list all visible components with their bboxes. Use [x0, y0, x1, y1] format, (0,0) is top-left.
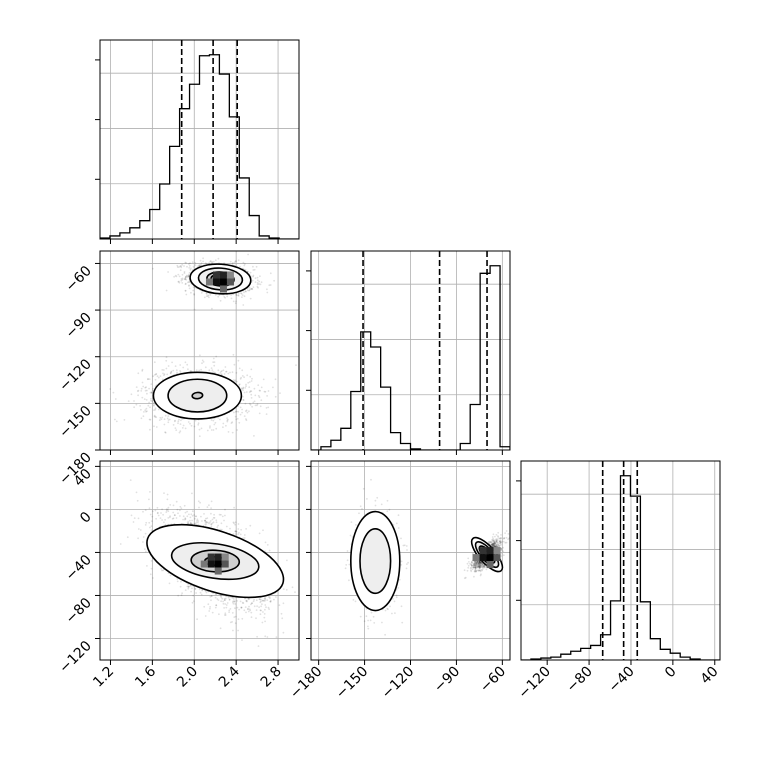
ytick-label-row2-2: −40: [63, 552, 95, 584]
ytick-label-row1-0: −60: [63, 263, 95, 295]
ytick-label-row2-1: 0: [77, 509, 95, 527]
xtick-label-col2-2: −40: [606, 664, 638, 696]
xtick-label-col0-2: 2.0: [174, 664, 201, 691]
scatter-p0-p1-mode-1-contour-1: [167, 378, 228, 413]
hist-p2-histogram-line: [521, 475, 720, 660]
hist-p2-bin-9: [611, 601, 621, 660]
scatter-p1-p2-panel: [306, 460, 511, 665]
hist-p1-bin-5: [361, 332, 371, 450]
scatter-p1-p2-mode-0-contour-1: [359, 527, 392, 595]
xtick-label-col0-1: 1.6: [132, 663, 159, 690]
hist-p0-bin-7: [170, 146, 180, 239]
hist-p0-panel: [95, 39, 300, 244]
ytick-label-row1-2: −120: [56, 356, 95, 395]
scatter-p0-p1-panel: [95, 250, 300, 455]
scatter-p0-p2-mode-0-contour-2: [190, 549, 241, 573]
ytick-label-row2-3: −80: [63, 595, 95, 627]
hist-p1-bin-4: [351, 391, 361, 450]
hist-p1-bin-3: [341, 428, 351, 450]
hist-p0-bin-6: [160, 184, 170, 239]
hist-p0-bin-11: [209, 55, 219, 239]
xtick-label-col1-4: −60: [477, 664, 509, 696]
hist-p1-bin-15: [460, 443, 470, 450]
ytick-label-row2-4: −120: [56, 638, 95, 677]
hist-p0-bin-14: [239, 178, 249, 239]
hist-p1-bin-2: [331, 440, 341, 450]
hist-p1-bin-18: [490, 266, 500, 450]
hist-p0-bin-2: [120, 233, 130, 239]
hist-p0-bin-12: [219, 74, 229, 239]
hist-p1-bin-6: [371, 347, 381, 450]
hist-p1-bin-17: [480, 273, 490, 450]
xtick-label-col1-3: −90: [431, 664, 463, 696]
hist-p2-bin-8: [601, 635, 611, 660]
scatter-p1-p2-mode-0-contour-0: [349, 510, 401, 612]
scatter-p0-p2-mode-0-contour-0: [146, 523, 285, 599]
hist-p2-bin-11: [630, 496, 640, 660]
scatter-p0-p1-mode-1-contour-0: [152, 371, 243, 420]
hist-p0-histogram-line: [100, 54, 299, 239]
xtick-label-col1-2: −120: [379, 664, 418, 703]
xtick-label-col2-1: −80: [564, 664, 596, 696]
hist-p2-frame: [520, 460, 721, 661]
hist-p0-bin-15: [249, 216, 259, 239]
xtick-label-col1-0: −180: [287, 664, 326, 703]
scatter-p1-p2-mode-1-core: [472, 547, 501, 569]
xtick-label-col0-3: 2.4: [216, 663, 243, 690]
scatter-p0-p2-frame: [99, 460, 300, 661]
hist-p2-bin-10: [621, 476, 631, 660]
scatter-p0-p1-mode-0-core: [205, 271, 234, 293]
xtick-label-col2-0: −120: [516, 664, 555, 703]
hist-p2-panel: [516, 460, 721, 665]
hist-p1-bin-7: [381, 387, 391, 450]
hist-p1-histogram-line: [311, 265, 510, 450]
scatter-p0-p1-frame: [99, 250, 300, 451]
hist-p2-bin-7: [591, 645, 601, 660]
hist-p2-bin-4: [561, 654, 571, 660]
hist-p1-bin-9: [401, 443, 411, 450]
xtick-label-col0-0: 1.2: [90, 664, 117, 691]
scatter-p0-p1-mode-0-contour-1: [197, 267, 244, 291]
scatter-p0-p2-mode-0-contour-1: [170, 541, 260, 581]
hist-p0-bin-4: [140, 221, 150, 239]
hist-p1-panel: [306, 250, 511, 455]
scatter-p0-p2-mode-0-core: [200, 553, 229, 575]
scatter-p0-p1-mode-1-contour-2: [191, 391, 204, 400]
hist-p1-bin-16: [470, 404, 480, 450]
scatter-p0-p2-panel: [95, 460, 300, 665]
ytick-label-row1-1: −90: [63, 310, 95, 342]
ytick-label-row1-3: −150: [56, 403, 95, 442]
scatter-p0-p1-mode-0-contour-0: [189, 263, 252, 295]
xtick-label-col0-4: 2.8: [258, 664, 285, 691]
hist-p2-bin-12: [640, 602, 650, 660]
xtick-label-col1-1: −150: [333, 664, 372, 703]
hist-p2-bin-14: [660, 649, 670, 660]
hist-p0-bin-10: [200, 56, 210, 239]
hist-p2-bin-13: [650, 639, 660, 660]
hist-p0-bin-3: [130, 228, 140, 239]
hist-p0-frame: [99, 39, 300, 240]
hist-p2-bin-15: [670, 653, 680, 660]
hist-p1-bin-8: [391, 433, 401, 450]
xtick-label-col2-3: 0: [662, 664, 680, 682]
hist-p2-bin-5: [571, 651, 581, 660]
hist-p0-bin-5: [150, 209, 160, 239]
xtick-label-col2-4: 40: [698, 664, 722, 688]
